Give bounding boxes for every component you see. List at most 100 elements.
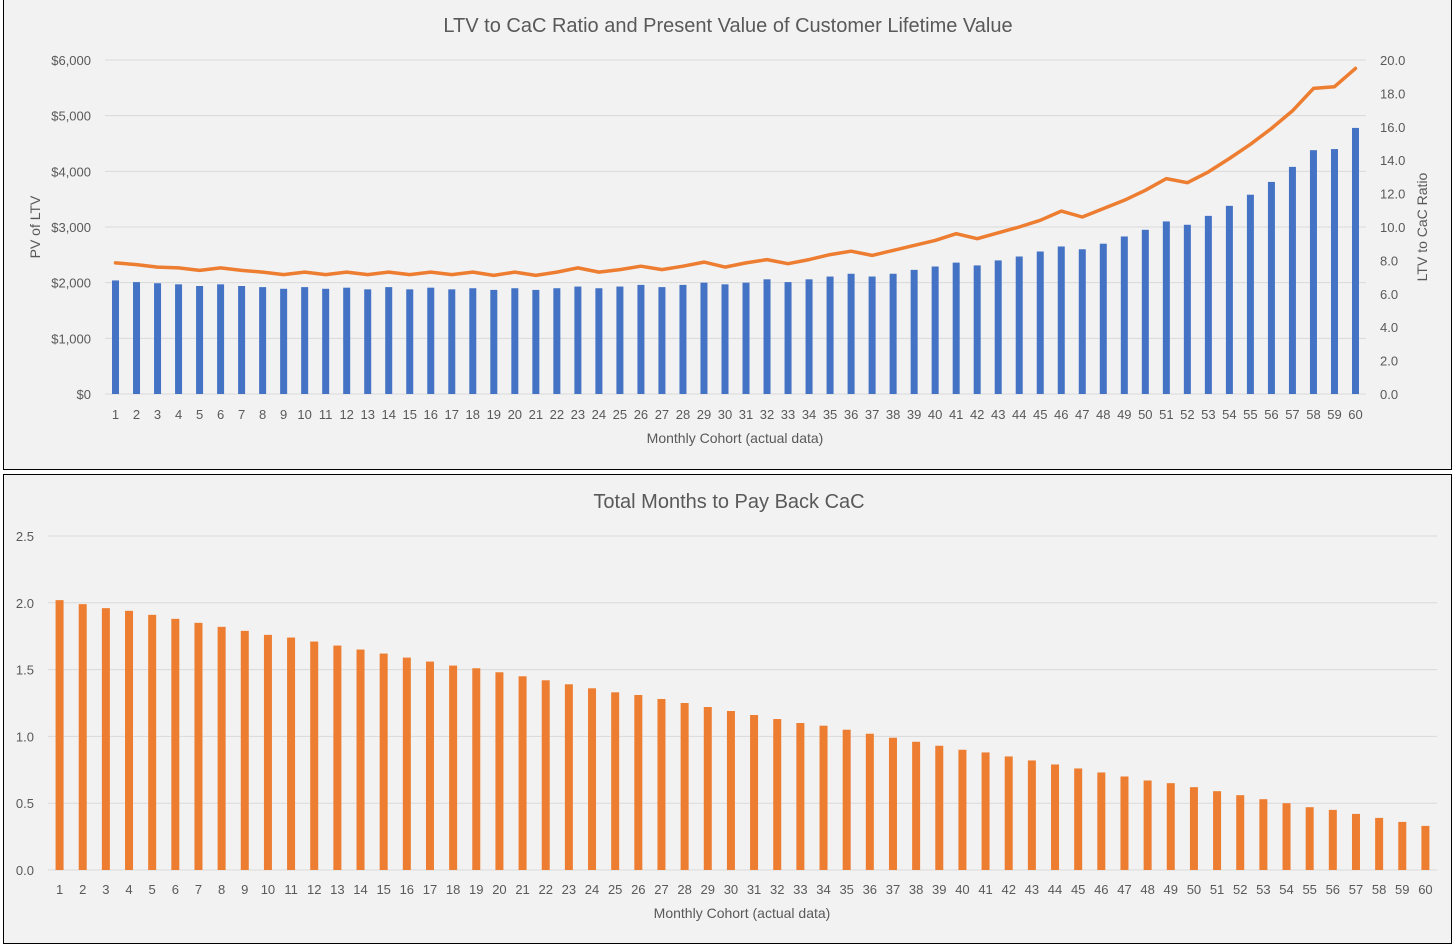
x-tick-label: 52: [1233, 882, 1247, 897]
x-tick-label: 40: [928, 407, 942, 422]
x-tick-label: 53: [1256, 882, 1270, 897]
pv-ltv-bar: [1309, 150, 1317, 394]
payback-bar: [125, 610, 134, 870]
pv-ltv-bar: [868, 276, 876, 394]
y-tick-label: 2.0: [16, 596, 34, 611]
x-tick-label: 28: [677, 882, 691, 897]
x-tick-label: 4: [175, 407, 182, 422]
pv-ltv-bar: [1204, 215, 1212, 394]
x-tick-label: 59: [1395, 882, 1409, 897]
pv-ltv-bar: [385, 287, 393, 394]
payback-bar: [1097, 772, 1106, 870]
x-tick-label: 44: [1012, 407, 1026, 422]
pv-ltv-bar: [553, 288, 561, 394]
x-tick-label: 10: [261, 882, 275, 897]
pv-ltv-bar: [238, 286, 246, 394]
payback-bar: [1074, 768, 1083, 870]
payback-bar: [657, 698, 666, 870]
pv-ltv-bar: [847, 273, 855, 394]
payback-bar: [101, 608, 110, 870]
x-tick-label: 21: [529, 407, 543, 422]
x-tick-label: 26: [634, 407, 648, 422]
payback-bar: [287, 637, 296, 870]
x-tick-label: 43: [1025, 882, 1039, 897]
x-tick-label: 8: [259, 407, 266, 422]
x-tick-label: 51: [1210, 882, 1224, 897]
x-tick-label: 9: [280, 407, 287, 422]
x-tick-label: 7: [195, 882, 202, 897]
x-tick-label: 25: [608, 882, 622, 897]
payback-bar: [425, 661, 434, 870]
pv-ltv-bar: [1246, 194, 1254, 394]
x-tick-label: 32: [760, 407, 774, 422]
x-tick-label: 42: [970, 407, 984, 422]
y2-tick-label: 2.0: [1380, 354, 1398, 369]
x-tick-label: 43: [991, 407, 1005, 422]
pv-ltv-bar: [952, 262, 960, 394]
x-tick-label: 19: [469, 882, 483, 897]
payback-bar: [1375, 817, 1384, 870]
pv-ltv-bar: [511, 288, 519, 394]
payback-bar: [1143, 780, 1152, 870]
y2-tick-label: 0.0: [1380, 387, 1398, 402]
pv-ltv-bar: [154, 283, 162, 394]
x-tick-label: 47: [1075, 407, 1089, 422]
pv-ltv-bar: [721, 284, 729, 394]
payback-bar: [333, 645, 342, 870]
x-tick-label: 32: [770, 882, 784, 897]
x-tick-label: 47: [1117, 882, 1131, 897]
pv-ltv-bar: [910, 269, 918, 394]
x-tick-label: 1: [56, 882, 63, 897]
payback-bar: [449, 665, 458, 870]
x-tick-label: 52: [1180, 407, 1194, 422]
payback-bar: [310, 641, 319, 870]
x-tick-label: 40: [955, 882, 969, 897]
x-tick-label: 14: [353, 882, 367, 897]
pv-ltv-bar: [574, 286, 582, 394]
x-tick-label: 9: [241, 882, 248, 897]
x-tick-label: 2: [133, 407, 140, 422]
y-tick-label: $6,000: [51, 53, 91, 68]
pv-ltv-bar: [532, 289, 540, 394]
payback-bar: [1189, 787, 1198, 870]
payback-bar: [1421, 825, 1430, 870]
chart-title: LTV to CaC Ratio and Present Value of Cu…: [443, 15, 1012, 37]
x-tick-label: 37: [886, 882, 900, 897]
x-tick-label: 57: [1349, 882, 1363, 897]
x-tick-label: 50: [1138, 407, 1152, 422]
payback-bar: [379, 653, 388, 870]
pv-ltv-bar: [595, 288, 603, 394]
pv-ltv-bar: [763, 279, 771, 394]
x-axis-title: Monthly Cohort (actual data): [647, 430, 824, 446]
x-tick-label: 26: [631, 882, 645, 897]
payback-bar: [240, 630, 249, 870]
x-tick-label: 59: [1327, 407, 1341, 422]
pv-ltv-bar: [1015, 256, 1023, 394]
x-tick-label: 37: [865, 407, 879, 422]
payback-bar: [958, 749, 967, 870]
ltv-cac-ratio-line: [113, 66, 1358, 278]
pv-ltv-bar: [679, 284, 687, 394]
x-tick-label: 23: [562, 882, 576, 897]
pv-ltv-bar: [994, 260, 1002, 394]
pv-ltv-bar: [700, 282, 708, 394]
x-tick-label: 23: [571, 407, 585, 422]
pv-ltv-bar: [805, 279, 813, 394]
payback-bar: [1305, 807, 1314, 870]
x-tick-label: 2: [79, 882, 86, 897]
payback-bar: [472, 668, 481, 870]
y2-tick-label: 8.0: [1380, 253, 1398, 268]
x-tick-label: 55: [1302, 882, 1316, 897]
pv-ltv-bar: [301, 287, 309, 394]
x-tick-label: 6: [217, 407, 224, 422]
payback-bar: [1398, 821, 1407, 870]
x-tick-label: 48: [1140, 882, 1154, 897]
payback-bar: [263, 634, 272, 870]
x-tick-label: 41: [949, 407, 963, 422]
x-tick-label: 11: [319, 407, 333, 422]
x-tick-label: 31: [739, 407, 753, 422]
x-tick-label: 11: [284, 882, 298, 897]
x-tick-label: 19: [487, 407, 501, 422]
payback-bar: [194, 622, 203, 870]
x-tick-label: 53: [1201, 407, 1215, 422]
